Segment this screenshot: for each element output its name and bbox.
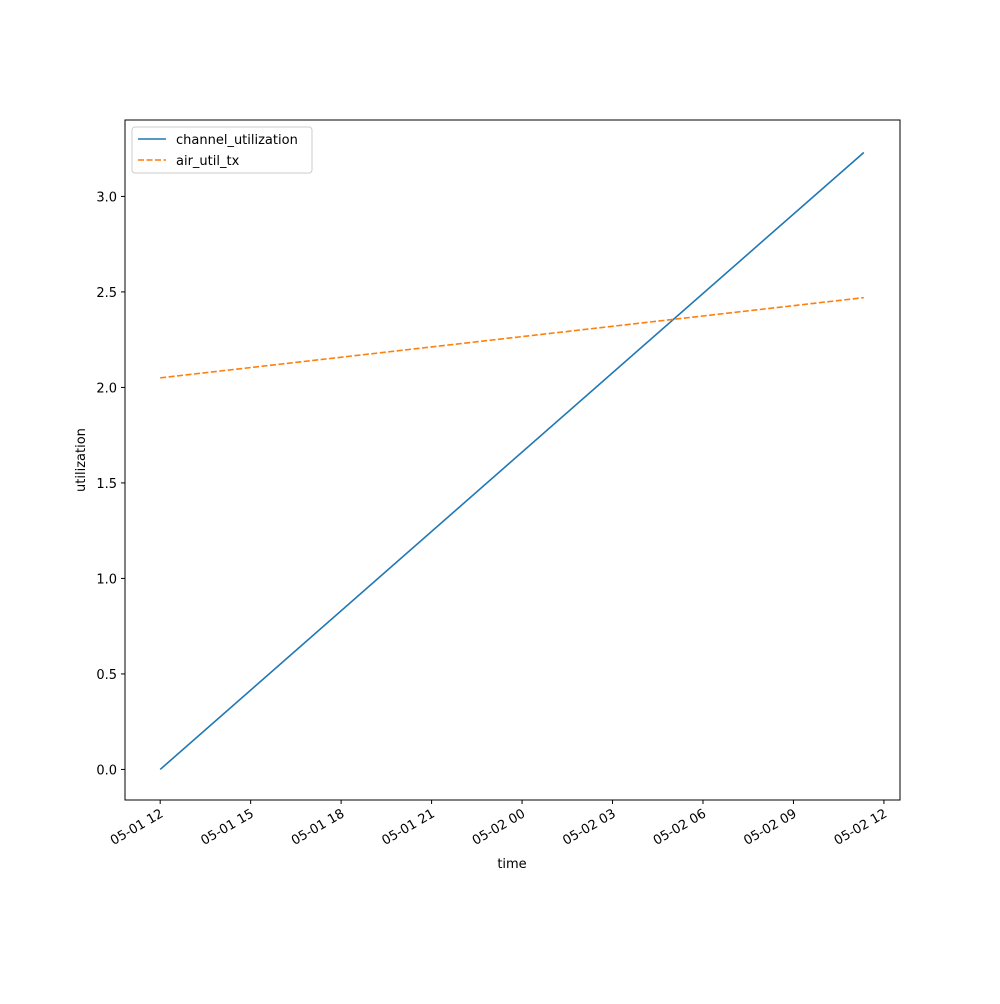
y-tick-label: 1.0	[96, 572, 117, 587]
y-tick-label: 1.5	[96, 477, 117, 492]
x-axis-label: time	[497, 857, 526, 872]
y-tick-label: 2.5	[96, 286, 117, 301]
series-line	[159, 151, 865, 771]
plot-frame	[124, 119, 901, 801]
y-tick-label: 2.0	[96, 381, 117, 396]
legend-label: channel_utilization	[176, 133, 298, 148]
legend-box	[131, 126, 313, 174]
y-tick-label: 3.0	[96, 190, 117, 205]
legend-label: air_util_tx	[176, 154, 240, 169]
y-tick-label: 0.5	[96, 668, 117, 683]
y-tick-label: 0.0	[96, 763, 117, 778]
series-line	[160, 296, 864, 379]
y-axis-label: utilization	[74, 428, 89, 492]
